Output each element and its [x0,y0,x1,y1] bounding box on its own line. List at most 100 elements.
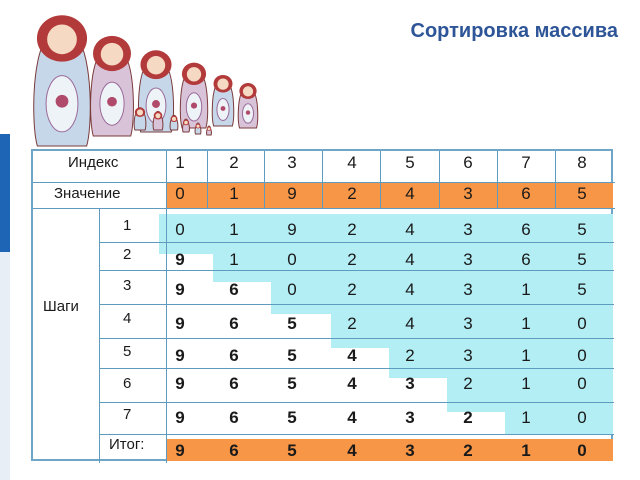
index-label: Индекс [68,154,119,171]
step-cell: 2 [347,280,357,299]
step-cell: 5 [287,314,297,333]
grid-line [555,151,556,209]
index-cell: 4 [347,153,357,172]
value-cell: 3 [463,184,473,203]
step-cell: 6 [229,346,239,365]
grid-line [207,151,208,209]
step-label: 3 [123,277,132,294]
step-cell: 4 [405,220,415,239]
matryoshka-doll [237,83,259,129]
step-cell: 1 [521,374,531,393]
grid-line [99,242,614,243]
result-cell: 9 [175,441,185,460]
result-cell: 4 [347,441,357,460]
result-cell: 5 [287,441,297,460]
grid-line [99,304,614,305]
value-label: Значение [54,185,121,202]
value-row-bg [166,183,613,208]
step-cell: 2 [347,314,357,333]
matryoshka-doll [90,35,134,137]
step-cell: 9 [175,314,185,333]
step-cell: 3 [405,408,415,427]
grid-line [99,208,100,463]
step-cell: 0 [175,220,185,239]
index-cell: 7 [521,153,531,172]
step-cell: 2 [463,374,473,393]
step-cell: 3 [463,250,473,269]
grid-line [99,270,614,271]
step-cell: 1 [521,314,531,333]
result-cell: 1 [521,441,531,460]
step-cell: 6 [229,314,239,333]
grid-line [264,151,265,209]
step-cell: 1 [229,250,239,269]
step-label: 1 [123,217,132,234]
step-label: 6 [123,375,132,392]
step-cell: 2 [347,250,357,269]
step-cell: 3 [463,346,473,365]
grid-line [99,368,614,369]
value-cell: 4 [405,184,415,203]
value-cell: 9 [287,184,297,203]
result-cell: 6 [229,441,239,460]
step-cell: 6 [229,408,239,427]
step-cell: 3 [463,220,473,239]
step-cell: 2 [347,220,357,239]
step-cell: 4 [347,374,357,393]
grid-line [497,151,498,209]
step-cell: 4 [405,280,415,299]
matryoshka-doll [179,62,209,129]
grid-line [99,434,614,435]
step-cell: 4 [405,314,415,333]
step-cell: 0 [287,250,297,269]
step-cell: 6 [521,220,531,239]
matryoshka-dolls-icon [33,15,259,147]
step-cell: 6 [229,280,239,299]
step-cell: 9 [175,408,185,427]
side-strip-bottom [0,252,10,480]
index-cell: 5 [405,153,415,172]
result-cell: 3 [405,441,415,460]
step-cell: 4 [347,346,357,365]
grid-line [439,151,440,209]
step-cell: 0 [577,346,587,365]
page-title: Сортировка массива [410,20,618,42]
value-cell: 6 [521,184,531,203]
step-cell: 9 [175,374,185,393]
index-cell: 3 [287,153,297,172]
side-strip-top [0,0,10,134]
step-cell: 0 [287,280,297,299]
step-label: 2 [123,246,132,263]
step-cell: 6 [521,250,531,269]
step-cell: 5 [577,220,587,239]
value-cell: 5 [577,184,587,203]
step-cell: 2 [463,408,473,427]
matryoshka-doll [169,114,179,131]
grid-line [99,338,614,339]
result-cell: 0 [577,441,587,460]
step-label: 5 [123,343,132,360]
step-cell: 5 [577,280,587,299]
matryoshka-doll [211,74,235,127]
sort-table: Индекс Значение Шаги Итог: 1 0 2 1 3 9 4 2 5 4 6 3 7 6 8 5 1… [31,149,615,463]
step-cell: 5 [287,374,297,393]
grid-line [322,151,323,209]
step-cell: 5 [577,250,587,269]
value-cell: 2 [347,184,357,203]
step-cell: 0 [577,374,587,393]
step-cell: 5 [287,346,297,365]
grid-line [380,151,381,209]
step-cell: 9 [175,250,185,269]
step-cell: 3 [463,314,473,333]
result-row-bg [166,439,613,461]
matryoshka-doll [33,15,91,147]
result-cell: 2 [463,441,473,460]
step-cell: 0 [577,314,587,333]
matryoshka-doll [152,110,164,131]
value-cell: 0 [175,184,185,203]
matryoshka-doll [194,122,202,135]
step-cell: 1 [521,408,531,427]
step-cell: 9 [287,220,297,239]
step-unsorted-bg [505,402,613,435]
index-cell: 2 [229,153,239,172]
